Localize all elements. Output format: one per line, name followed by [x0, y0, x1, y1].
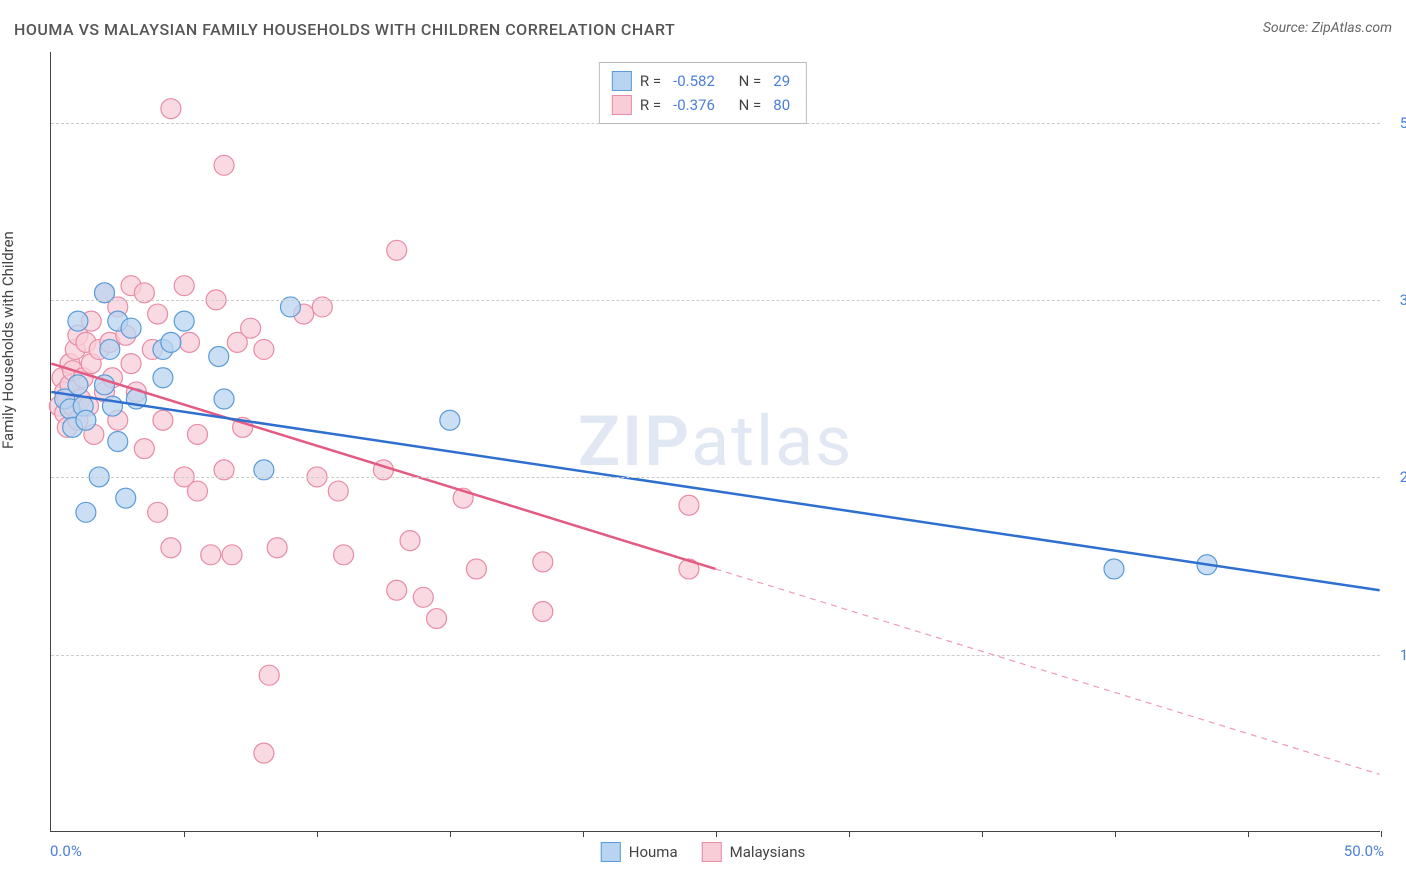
n-label: N = — [739, 72, 762, 90]
data-point — [259, 665, 279, 685]
x-tick — [716, 831, 717, 837]
legend-swatch-houma — [612, 71, 632, 91]
chart-title: HOUMA VS MALAYSIAN FAMILY HOUSEHOLDS WIT… — [14, 20, 675, 39]
trend-line — [51, 364, 715, 569]
data-point — [241, 318, 261, 338]
data-point — [174, 311, 194, 331]
x-tick — [450, 831, 451, 837]
malaysians-n-value: 80 — [773, 96, 790, 114]
data-point — [254, 743, 274, 763]
houma-n-value: 29 — [773, 72, 790, 90]
data-point — [387, 240, 407, 260]
data-point — [1104, 559, 1124, 579]
data-point — [161, 538, 181, 558]
data-point — [68, 375, 88, 395]
y-axis-title: Family Households with Children — [0, 231, 17, 449]
x-axis-min-label: 0.0% — [50, 842, 82, 860]
chart-container: HOUMA VS MALAYSIAN FAMILY HOUSEHOLDS WIT… — [0, 0, 1406, 892]
data-point — [440, 410, 460, 430]
y-tick-label: 50.0% — [1385, 114, 1406, 132]
n-label-2: N = — [739, 96, 762, 114]
source-attribution: Source: ZipAtlas.com — [1263, 20, 1392, 36]
data-point — [153, 368, 173, 388]
data-point — [267, 538, 287, 558]
grid-line — [51, 655, 1380, 656]
plot-area: ZIPatlas 12.5%25.0%37.5%50.0% — [50, 52, 1380, 832]
data-point — [180, 332, 200, 352]
x-tick — [184, 831, 185, 837]
r-label-2: R = — [640, 96, 661, 114]
legend-item-houma: Houma — [601, 842, 678, 862]
data-point — [427, 609, 447, 629]
data-point — [116, 488, 136, 508]
y-tick-label: 25.0% — [1385, 468, 1406, 486]
grid-line — [51, 300, 1380, 301]
legend-swatch-malaysians — [612, 95, 632, 115]
data-point — [214, 155, 234, 175]
data-point — [254, 339, 274, 359]
x-tick — [849, 831, 850, 837]
r-label: R = — [640, 72, 661, 90]
data-point — [533, 552, 553, 572]
data-point — [76, 502, 96, 522]
data-point — [400, 531, 420, 551]
data-point — [533, 601, 553, 621]
data-point — [121, 318, 141, 338]
data-point — [209, 347, 229, 367]
data-point — [334, 545, 354, 565]
x-tick — [1381, 831, 1382, 837]
legend-item-malaysians: Malaysians — [702, 842, 806, 862]
legend-label-malaysians: Malaysians — [730, 843, 806, 861]
data-point — [328, 481, 348, 501]
x-axis-max-label: 50.0% — [1344, 842, 1384, 860]
y-tick-label: 12.5% — [1385, 646, 1406, 664]
data-point — [161, 332, 181, 352]
data-point — [679, 495, 699, 515]
legend-swatch-malaysians-bottom — [702, 842, 722, 862]
data-point — [387, 580, 407, 600]
legend-swatch-houma-bottom — [601, 842, 621, 862]
legend-row-houma: R = -0.582 N = 29 — [612, 69, 794, 93]
data-point — [174, 276, 194, 296]
data-point — [201, 545, 221, 565]
data-point — [222, 545, 242, 565]
legend-row-malaysians: R = -0.376 N = 80 — [612, 93, 794, 117]
x-tick — [317, 831, 318, 837]
data-point — [153, 410, 173, 430]
data-point — [76, 410, 96, 430]
x-tick — [1248, 831, 1249, 837]
data-point — [134, 439, 154, 459]
plot-svg — [51, 52, 1380, 831]
data-point — [68, 311, 88, 331]
data-point — [108, 432, 128, 452]
data-point — [187, 424, 207, 444]
trend-line — [51, 392, 1379, 590]
data-point — [100, 339, 120, 359]
trend-line-extrapolated — [716, 569, 1380, 774]
x-tick — [583, 831, 584, 837]
data-point — [187, 481, 207, 501]
series-legend: Houma Malaysians — [601, 842, 805, 862]
data-point — [413, 587, 433, 607]
data-point — [121, 354, 141, 374]
data-point — [466, 559, 486, 579]
legend-label-houma: Houma — [629, 843, 678, 861]
x-tick — [1115, 831, 1116, 837]
x-tick — [982, 831, 983, 837]
grid-line — [51, 477, 1380, 478]
data-point — [214, 389, 234, 409]
houma-r-value: -0.582 — [673, 72, 715, 90]
y-tick-label: 37.5% — [1385, 291, 1406, 309]
correlation-legend: R = -0.582 N = 29 R = -0.376 N = 80 — [599, 62, 807, 124]
data-point — [148, 502, 168, 522]
data-point — [161, 99, 181, 119]
data-point — [148, 304, 168, 324]
malaysians-r-value: -0.376 — [673, 96, 715, 114]
